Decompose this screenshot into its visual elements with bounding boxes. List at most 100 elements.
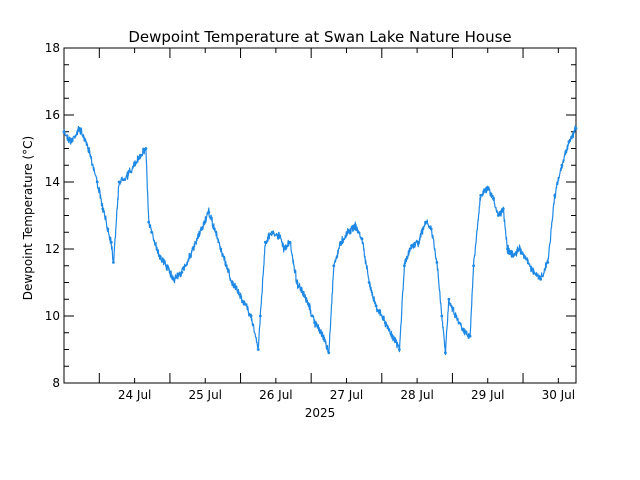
dewpoint-point [150,230,154,234]
dewpoint-point [112,261,115,264]
y-tick-label: 14 [45,175,60,189]
dewpoint-point [126,173,129,177]
dewpoint-point [468,334,472,338]
dewpoint-point [133,163,137,167]
dewpoint-point [258,314,262,318]
x-axis-label: 2025 [305,406,336,420]
dewpoint-point [398,348,401,351]
dewpoint-point [144,147,148,150]
dewpoint-point [327,351,331,355]
dewpoint-point [360,237,364,241]
x-tick-label: 24 Jul [118,388,152,402]
x-axis: 24 Jul 25 Jul 26 Jul 27 Jul 28 Jul 29 Jul 30 J… [63,48,576,402]
dewpoint-point [78,126,81,130]
dewpoint-point [191,247,195,251]
dewpoint-point [225,264,228,268]
dewpoint-point [117,180,121,184]
dewpoint-point [574,126,578,130]
dewpoint-point [391,334,394,338]
dewpoint-point [295,281,299,284]
x-tick-label: 25 Jul [188,388,222,402]
dewpoint-point [435,261,439,264]
y-tick-label: 12 [45,242,60,256]
dewpoint-point [282,247,286,251]
dewpoint-point [230,281,234,284]
dewpoint-point [410,244,413,248]
dewpoint-point [417,240,420,244]
dewpoint-point [461,328,465,331]
dewpoint-point [302,294,306,298]
dewpoint-point [383,321,387,325]
y-axis-label: Dewpoint Temperature (°C) [21,136,35,300]
dewpoint-point [492,197,495,201]
x-tick-label: 26 Jul [259,388,293,402]
x-tick-label: 28 Jul [400,388,434,402]
dewpoint-point [256,348,260,351]
dewpoint-point [332,264,336,268]
dewpoint-point [506,247,509,251]
dewpoint-point [444,351,447,355]
dewpoint-point [447,297,451,301]
dewpoint-point [219,247,223,251]
chart-title: Dewpoint Temperature at Swan Lake Nature… [128,28,511,46]
dewpoint-point [147,220,151,224]
dewpoint-point [560,163,564,167]
dewpoint-point [496,214,500,217]
dewpoint-point [278,234,281,238]
dewpoint-point [374,304,378,308]
x-tick-label: 30 Jul [542,388,576,402]
y-tick-label: 8 [52,376,60,390]
dewpoint-point [567,140,571,144]
dewpoint-point [87,147,91,150]
dewpoint-point [511,254,514,258]
x-tick-label: 27 Jul [330,388,364,402]
dewpoint-point [106,227,110,231]
dewpoint-point [403,264,406,268]
dewpoint-point [242,301,246,304]
dewpoint-point [62,130,66,134]
dewpoint-point [486,187,490,191]
dewpoint-point [207,210,211,214]
dewpoint-point [546,261,550,264]
dewpoint-point [180,271,184,274]
dewpoint-point [157,254,161,258]
dewpoint-point [346,230,350,234]
dewpoint-point [525,257,528,261]
series-layer [62,125,578,356]
dewpoint-point [237,291,240,294]
y-tick-label: 10 [45,309,60,323]
x-tick-label: 29 Jul [471,388,505,402]
dewpoint-point [424,220,427,224]
dewpoint-point [288,240,292,244]
dewpoint-point [479,194,483,197]
dewpoint-point [313,321,317,325]
dewpoint-point [539,277,543,281]
dewpoint-point [501,207,505,211]
y-tick-label: 18 [45,41,60,55]
dewpoint-point [95,180,99,184]
dewpoint-point [249,314,253,318]
dewpoint-point [440,314,444,318]
dewpoint-point [172,277,175,281]
y-axis: 8 10 12 14 16 18 [45,41,576,390]
dewpoint-point [518,247,521,251]
dewpoint-point [270,230,274,234]
dewpoint-point [213,227,216,231]
dewpoint-point [200,227,204,231]
dewpoint-point [339,240,343,244]
dewpoint-point [307,304,311,308]
dewpoint-point [165,264,168,268]
dewpoint-point [472,264,475,268]
dewpoint-point [101,207,105,211]
dewpoint-point [367,281,371,284]
dewpoint-point [353,224,357,228]
dewpoint-point [454,314,458,318]
dewpoint-point [532,271,535,274]
dewpoint-point [69,140,73,144]
dewpoint-point [429,227,433,231]
dewpoint-point [320,331,324,335]
dewpoint-point [109,240,113,244]
y-tick-label: 16 [45,108,60,122]
dewpoint-point [553,194,557,197]
